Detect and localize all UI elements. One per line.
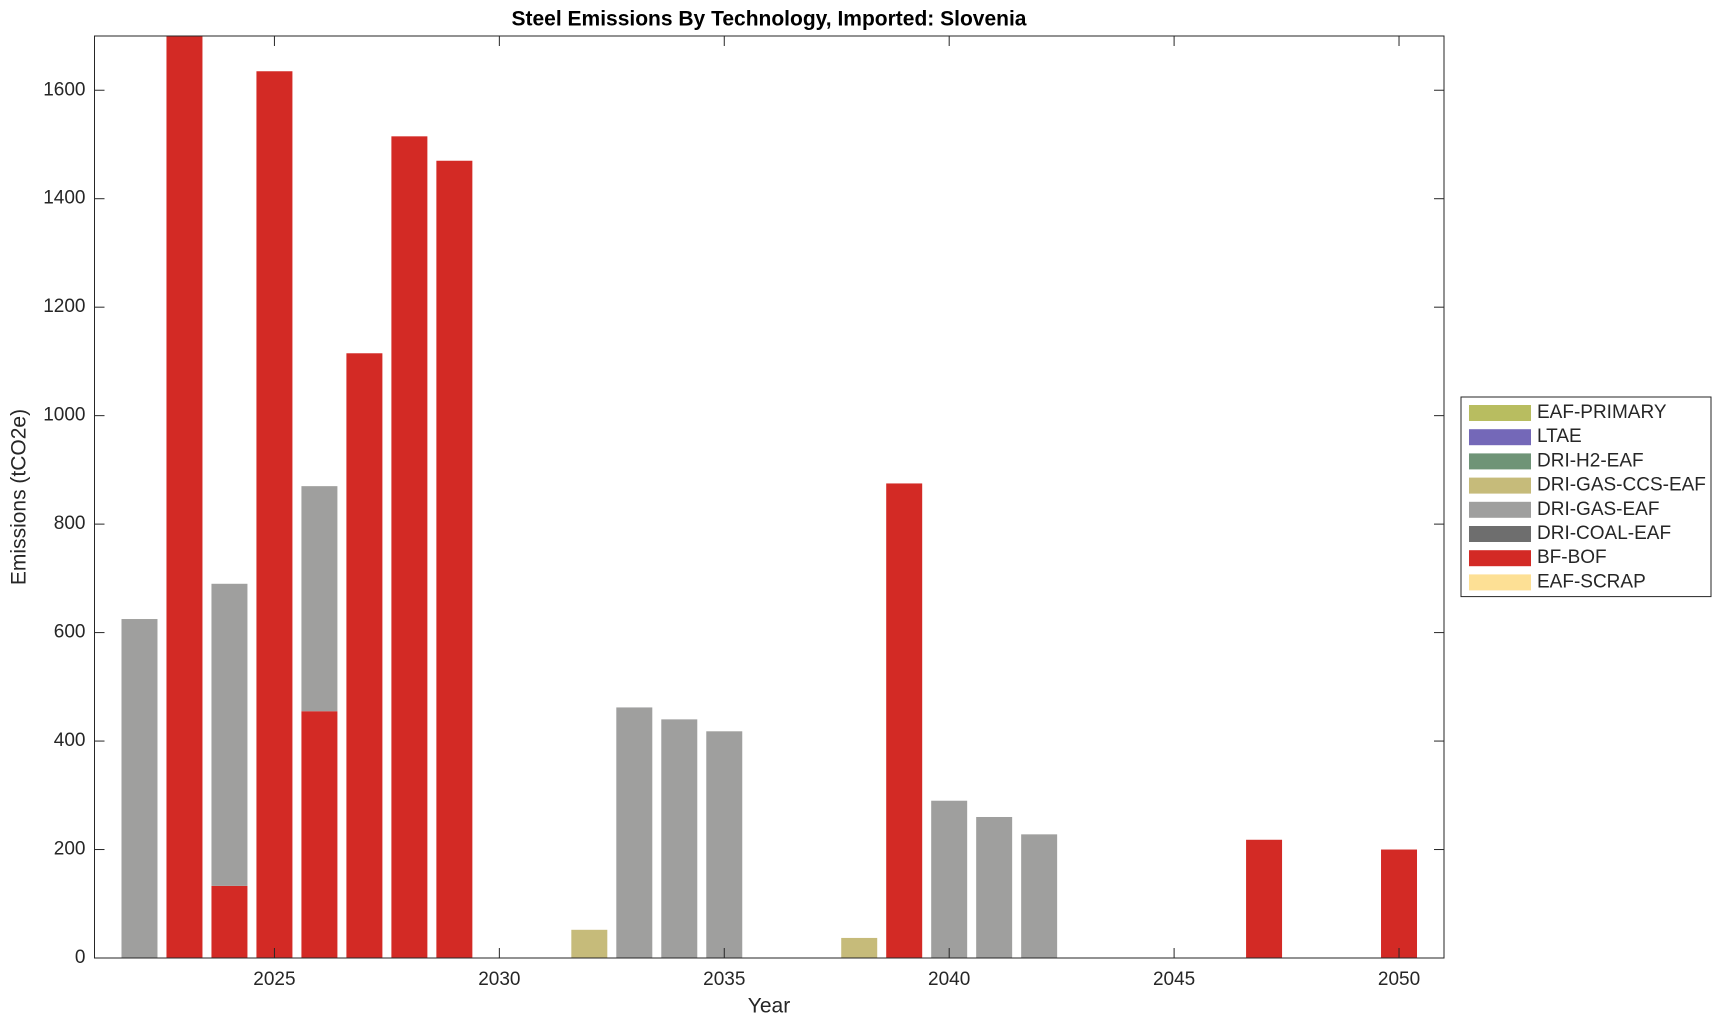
y-tick-label: 1600 (43, 79, 85, 100)
bar-segment (931, 800, 968, 958)
legend-label: EAF-PRIMARY (1537, 402, 1667, 423)
bar-segment (346, 353, 383, 958)
axes-box (94, 35, 1445, 959)
legend-label: DRI-H2-EAF (1537, 450, 1644, 471)
legend-label: DRI-GAS-EAF (1537, 499, 1659, 520)
bar-segment (211, 885, 248, 958)
x-tick-label: 2050 (1378, 969, 1420, 990)
y-tick-label: 1000 (43, 405, 85, 426)
legend-swatch (1469, 429, 1531, 446)
bar-segment (1381, 849, 1418, 958)
y-axis-label: Emissions (tCO2e) (8, 409, 31, 585)
bar-segment (616, 707, 653, 958)
x-tick-label: 2025 (253, 969, 295, 990)
bar-segment (1246, 839, 1283, 958)
bars (121, 36, 1418, 958)
legend-label: DRI-GAS-CCS-EAF (1537, 475, 1706, 496)
bar-segment (706, 731, 743, 958)
bar-segment (301, 711, 338, 958)
bar-segment (211, 583, 248, 886)
bar-segment (121, 619, 158, 958)
y-tick-label: 800 (54, 513, 86, 534)
legend-swatch (1469, 574, 1531, 591)
legend-swatch (1469, 501, 1531, 518)
bar-segment (661, 719, 698, 958)
legend-swatch (1469, 405, 1531, 421)
legend-label: LTAE (1537, 426, 1582, 447)
bar-segment (841, 937, 878, 958)
y-tick-label: 0 (75, 947, 86, 968)
x-axis-label: Year (748, 995, 790, 1018)
chart-title: Steel Emissions By Technology, Imported:… (511, 8, 1026, 31)
bar-segment (571, 929, 608, 958)
bar-segment (886, 483, 923, 958)
bar-segment (391, 136, 428, 958)
legend-swatch (1469, 477, 1531, 494)
bar-segment (166, 36, 203, 958)
bar-segment (1021, 834, 1058, 958)
legend-label: BF-BOF (1537, 547, 1607, 568)
bar-segment (436, 160, 473, 958)
legend-label: DRI-COAL-EAF (1537, 523, 1671, 544)
x-tick-label: 2030 (478, 969, 520, 990)
bar-segment (256, 71, 293, 958)
x-tick-label: 2045 (1153, 969, 1195, 990)
bar-segment (301, 486, 338, 712)
y-tick-label: 600 (54, 622, 86, 643)
bar-segment (976, 816, 1013, 958)
plot-area (94, 36, 1444, 958)
legend-label: EAF-SCRAP (1537, 571, 1646, 592)
y-tick-label: 400 (54, 730, 86, 751)
legend-swatch (1469, 453, 1531, 470)
x-tick-label: 2035 (703, 969, 745, 990)
legend-swatch (1469, 550, 1531, 567)
x-tick-label: 2040 (928, 969, 970, 990)
legend-swatch (1469, 526, 1531, 542)
y-tick-label: 1400 (43, 188, 85, 209)
y-tick-label: 1200 (43, 296, 85, 317)
y-tick-label: 200 (54, 839, 86, 860)
